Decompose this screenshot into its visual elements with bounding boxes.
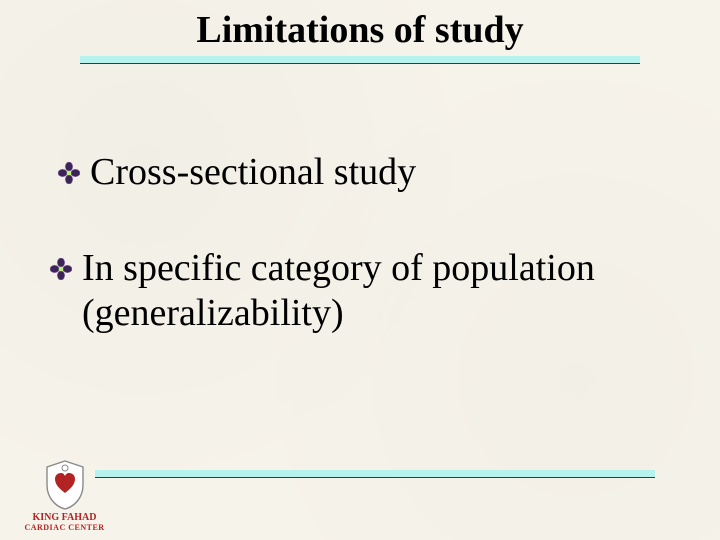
bullet-text: In specific category of population (gene… bbox=[82, 246, 670, 337]
slide-title: Limitations of study bbox=[0, 8, 720, 52]
logo-line2: CARDIAC CENTER bbox=[12, 524, 117, 532]
footer-logo: KING FAHAD CARDIAC CENTER bbox=[12, 459, 117, 532]
shield-icon bbox=[43, 459, 87, 511]
list-item: In specific category of population (gene… bbox=[50, 246, 670, 337]
four-petal-leaf-icon bbox=[58, 162, 80, 184]
title-underline bbox=[80, 56, 640, 63]
bullet-text: Cross-sectional study bbox=[90, 150, 416, 196]
footer-underline bbox=[95, 470, 655, 477]
title-region: Limitations of study bbox=[0, 8, 720, 63]
four-petal-leaf-icon bbox=[50, 258, 72, 280]
slide: Limitations of study Cross-sectional stu… bbox=[0, 0, 720, 540]
bullet-list: Cross-sectional study In specific catego… bbox=[50, 150, 670, 387]
list-item: Cross-sectional study bbox=[50, 150, 670, 196]
